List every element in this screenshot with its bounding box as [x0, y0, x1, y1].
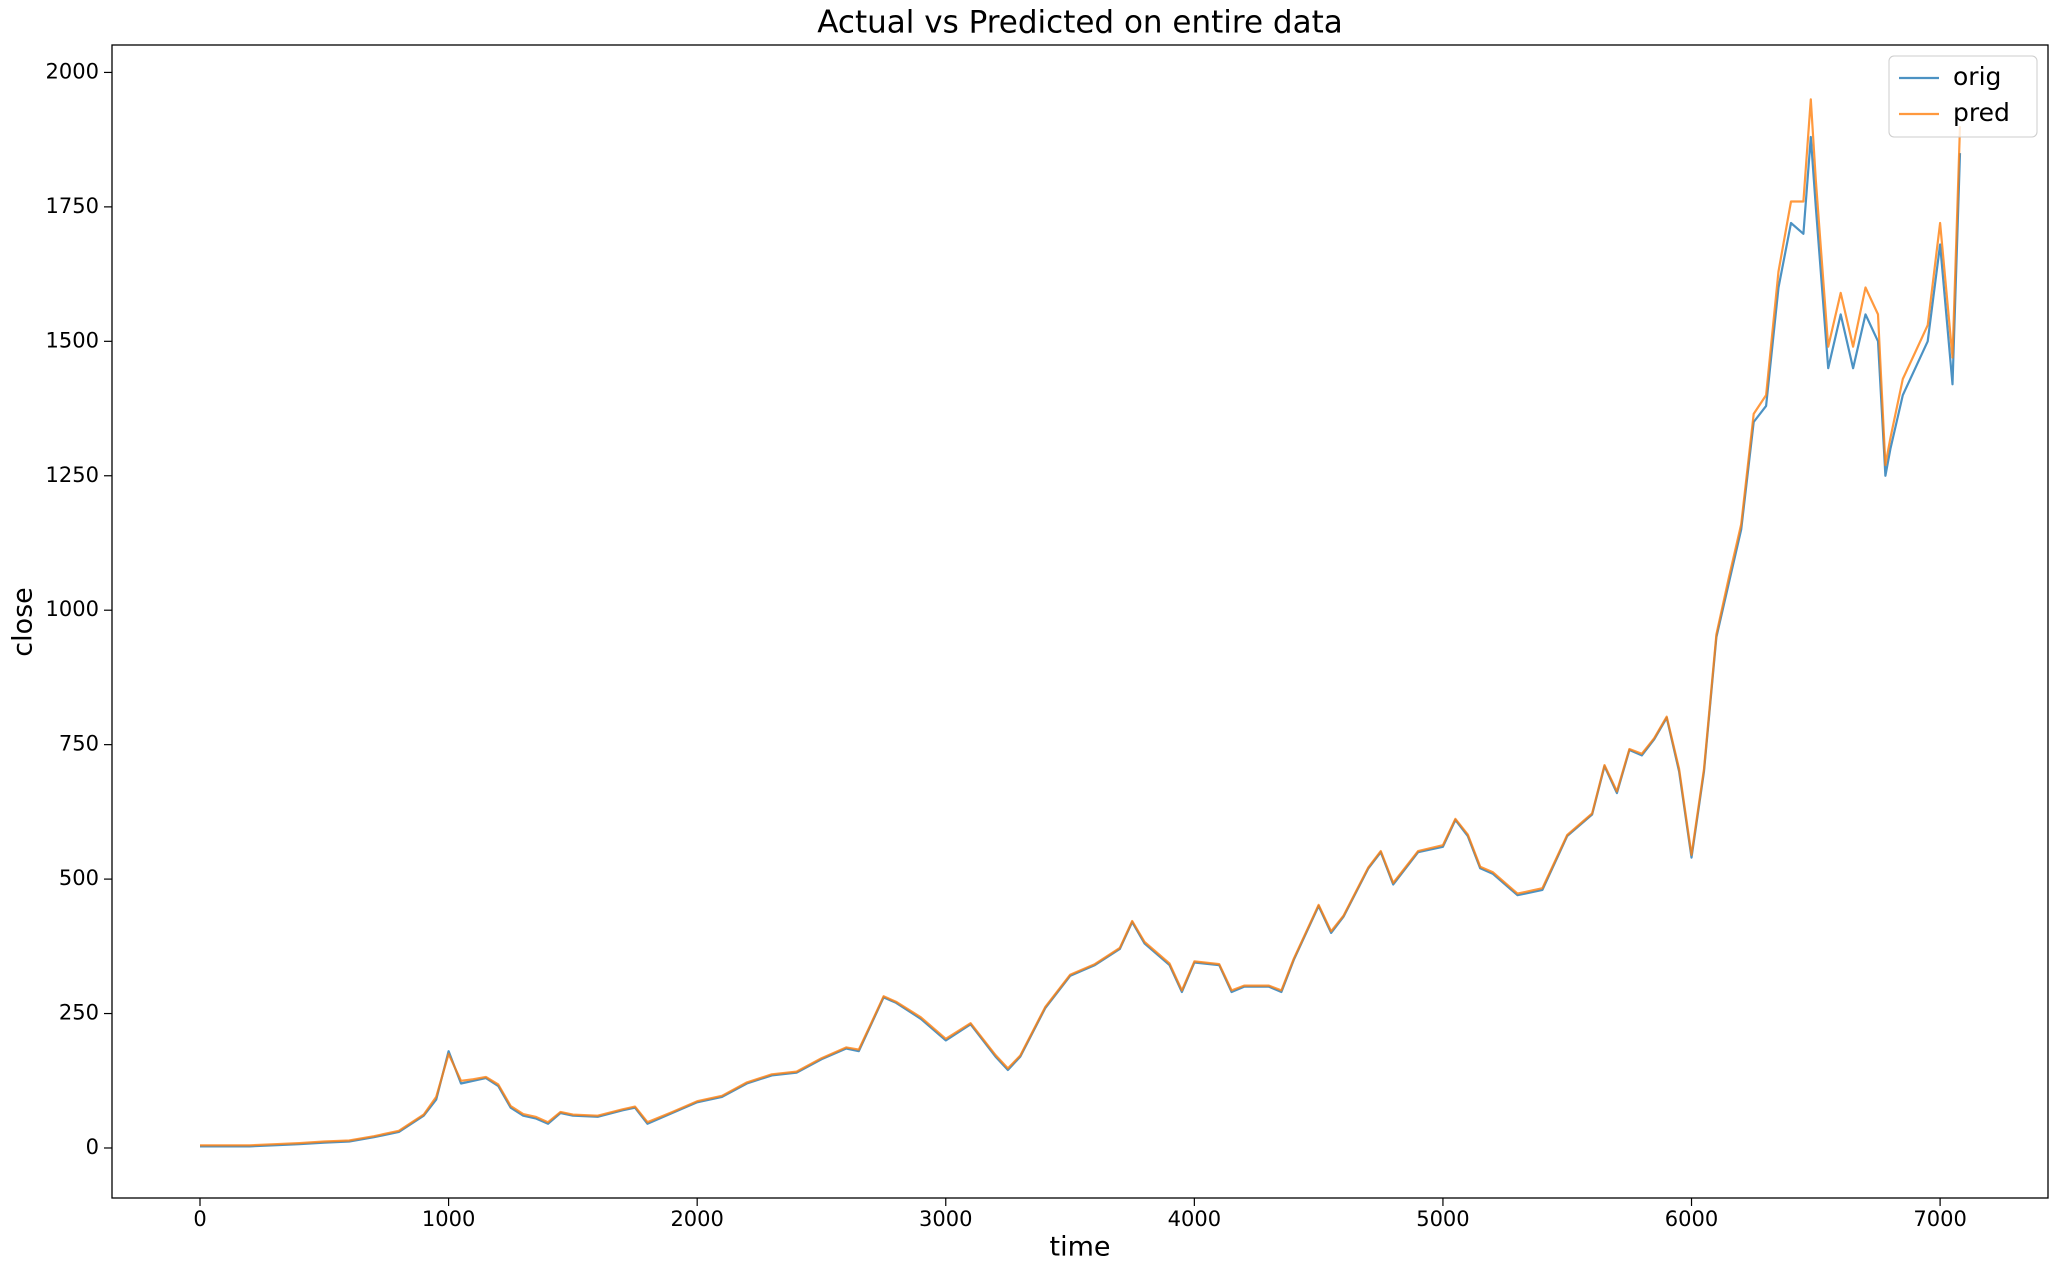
y-tick-label: 1250	[46, 463, 99, 487]
y-tick-label: 250	[59, 1001, 99, 1025]
x-tick-label: 1000	[422, 1207, 475, 1231]
y-tick-label: 500	[59, 866, 99, 890]
x-tick-label: 6000	[1665, 1207, 1718, 1231]
plot-frame	[111, 44, 2049, 1199]
y-tick-label: 2000	[46, 59, 99, 83]
x-tick-label: 0	[193, 1207, 206, 1231]
x-tick-label: 4000	[1168, 1207, 1221, 1231]
x-tick-label: 7000	[1913, 1207, 1966, 1231]
data-line	[200, 98, 1962, 1147]
chart-title: Actual vs Predicted on entire data	[817, 5, 1342, 41]
y-tick-label: 0	[86, 1135, 99, 1159]
y-tick-label: 1500	[46, 328, 99, 352]
legend-label: pred	[1953, 98, 2010, 127]
legend-box	[1888, 55, 2038, 138]
x-tick-label: 3000	[919, 1207, 972, 1231]
data-line	[200, 135, 1962, 1148]
y-tick-label: 1750	[46, 194, 99, 218]
x-tick-label: 5000	[1416, 1207, 1469, 1231]
legend-label: orig	[1953, 62, 2001, 91]
y-axis-label: close	[8, 587, 39, 657]
y-tick-label: 750	[59, 732, 99, 756]
x-tick-label: 2000	[670, 1207, 723, 1231]
y-tick-label: 1000	[46, 597, 99, 621]
x-axis-label: time	[1049, 1232, 1110, 1263]
